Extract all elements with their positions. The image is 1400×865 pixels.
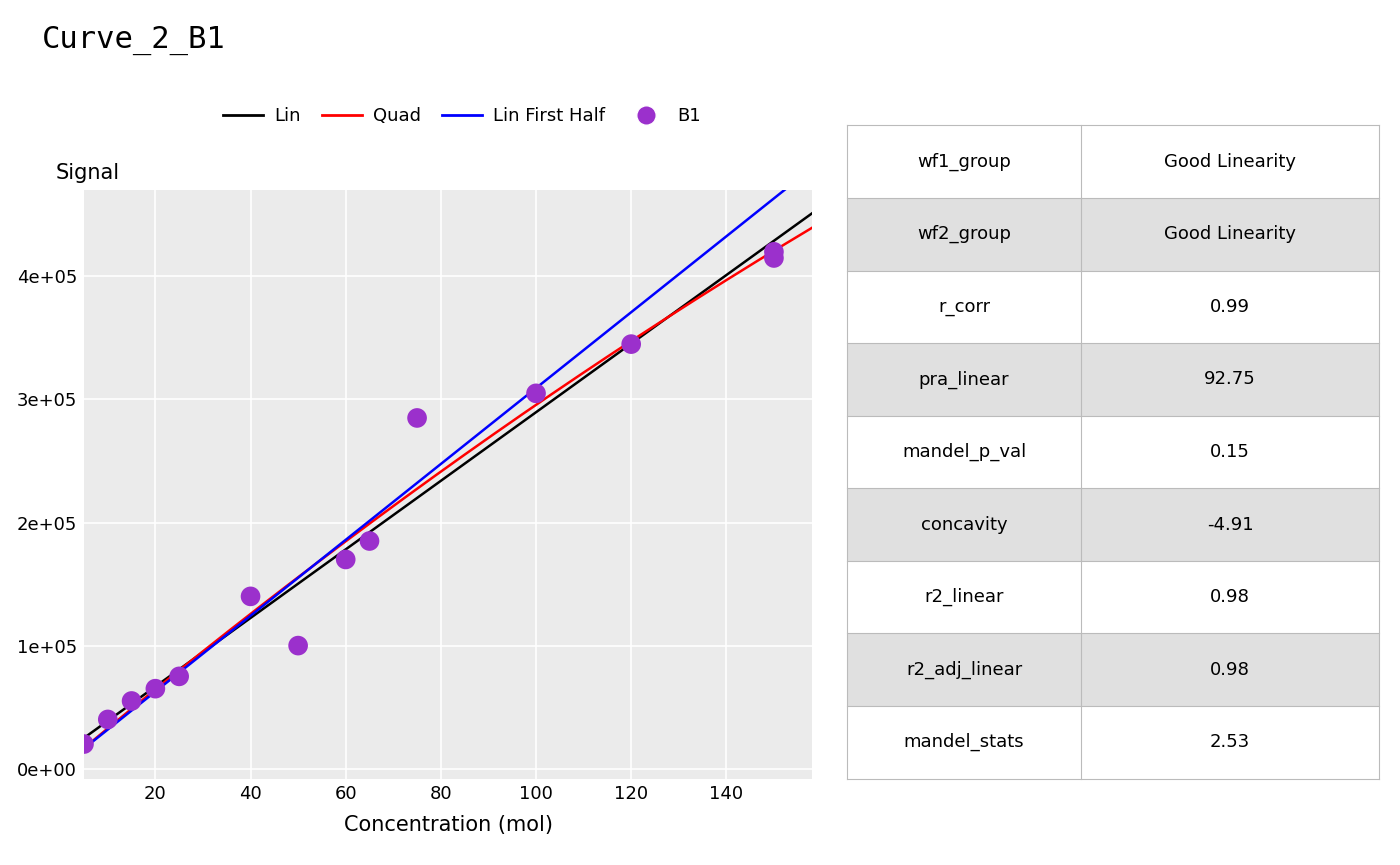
Text: wf1_group: wf1_group: [917, 152, 1011, 171]
Text: r2_adj_linear: r2_adj_linear: [906, 661, 1022, 679]
Text: 0.15: 0.15: [1210, 443, 1250, 461]
Text: r2_linear: r2_linear: [924, 588, 1004, 606]
Text: r_corr: r_corr: [938, 298, 990, 316]
Text: concavity: concavity: [921, 516, 1008, 534]
Text: Good Linearity: Good Linearity: [1163, 153, 1296, 170]
Point: [335, 553, 357, 567]
X-axis label: Concentration (mol): Concentration (mol): [343, 815, 553, 835]
Point: [525, 387, 547, 400]
Text: 92.75: 92.75: [1204, 370, 1256, 388]
Text: mandel_p_val: mandel_p_val: [902, 443, 1026, 461]
Point: [287, 638, 309, 652]
Text: -4.91: -4.91: [1207, 516, 1253, 534]
Point: [168, 670, 190, 683]
Point: [620, 337, 643, 351]
Legend: Lin, Quad, Lin First Half, B1: Lin, Quad, Lin First Half, B1: [216, 99, 708, 132]
Text: Curve_2_B1: Curve_2_B1: [42, 26, 225, 55]
Point: [120, 694, 143, 708]
Text: wf2_group: wf2_group: [917, 225, 1011, 243]
Text: Good Linearity: Good Linearity: [1163, 225, 1296, 243]
Text: pra_linear: pra_linear: [918, 370, 1009, 388]
Text: 0.98: 0.98: [1210, 588, 1250, 606]
Text: 2.53: 2.53: [1210, 734, 1250, 751]
Point: [73, 737, 95, 751]
Text: 0.99: 0.99: [1210, 298, 1250, 316]
Point: [763, 251, 785, 265]
Point: [97, 713, 119, 727]
Point: [239, 589, 262, 603]
Text: Signal: Signal: [56, 163, 120, 183]
Text: mandel_stats: mandel_stats: [904, 733, 1025, 752]
Text: 0.98: 0.98: [1210, 661, 1250, 679]
Point: [763, 245, 785, 259]
Point: [144, 682, 167, 695]
Point: [358, 534, 381, 548]
Point: [406, 411, 428, 425]
